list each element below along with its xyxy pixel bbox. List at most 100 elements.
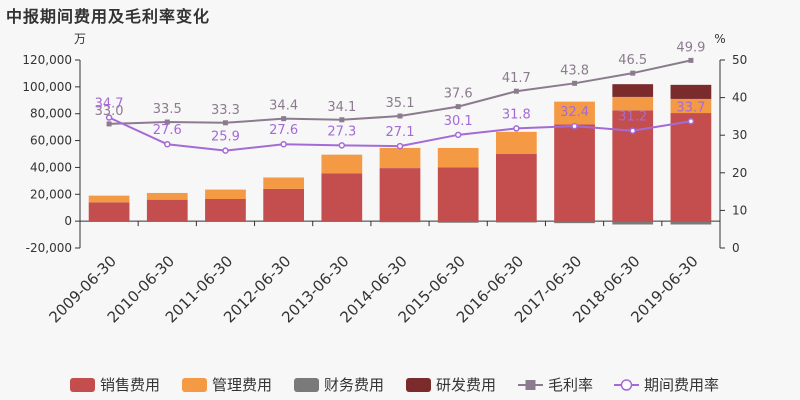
y-left-tick-label: 100,000 xyxy=(22,80,72,94)
bar-管理费用 xyxy=(263,177,304,189)
legend-marker-毛利率 xyxy=(525,380,536,390)
legend-label-毛利率: 毛利率 xyxy=(548,376,593,394)
y-right-tick-label: 30 xyxy=(732,128,747,142)
y-right-tick-label: 10 xyxy=(732,203,747,217)
y-right-tick-label: 0 xyxy=(732,241,740,255)
bar-销售费用 xyxy=(88,202,130,222)
y-left-tick-label: 40,000 xyxy=(30,160,72,174)
data-label-期间费用率: 27.6 xyxy=(269,123,298,138)
point-期间费用率 xyxy=(164,140,171,148)
bar-财务费用 xyxy=(612,221,654,225)
point-毛利率 xyxy=(455,104,461,110)
point-毛利率 xyxy=(572,80,578,86)
point-毛利率 xyxy=(630,70,636,76)
y-right-tick-label: 20 xyxy=(732,166,747,180)
legend-label-财务费用: 财务费用 xyxy=(324,376,384,394)
chart-title: 中报期间费用及毛利率变化 xyxy=(6,7,211,26)
bar-财务费用 xyxy=(146,221,188,222)
bar-销售费用 xyxy=(496,154,537,222)
bar-财务费用 xyxy=(88,221,130,222)
data-label-毛利率: 46.5 xyxy=(618,53,647,68)
data-label-期间费用率: 31.2 xyxy=(618,110,647,125)
point-毛利率 xyxy=(106,121,112,127)
data-label-毛利率: 33.5 xyxy=(153,102,182,117)
data-label-期间费用率: 34.7 xyxy=(95,97,124,112)
legend-swatch-销售费用 xyxy=(70,378,95,392)
legend-label-管理费用: 管理费用 xyxy=(212,376,272,394)
data-label-期间费用率: 32.4 xyxy=(560,105,589,120)
data-label-毛利率: 34.1 xyxy=(327,100,356,115)
bar-销售费用 xyxy=(263,188,304,222)
bar-销售费用 xyxy=(379,168,421,222)
data-label-期间费用率: 27.6 xyxy=(153,123,182,138)
data-label-毛利率: 37.6 xyxy=(444,87,473,102)
bar-销售费用 xyxy=(670,113,712,222)
bar-销售费用 xyxy=(612,110,654,222)
legend-label-期间费用率: 期间费用率 xyxy=(644,376,719,394)
bar-财务费用 xyxy=(554,221,595,224)
point-期间费用率 xyxy=(454,131,462,139)
bar-管理费用 xyxy=(146,192,188,200)
legend-marker-期间费用率 xyxy=(620,379,633,391)
point-期间费用率 xyxy=(571,122,578,130)
point-毛利率 xyxy=(281,116,287,122)
data-label-期间费用率: 30.1 xyxy=(444,114,473,129)
point-期间费用率 xyxy=(513,125,520,132)
data-label-期间费用率: 27.1 xyxy=(386,125,415,140)
bar-管理费用 xyxy=(612,96,654,111)
legend-label-销售费用: 销售费用 xyxy=(100,376,160,394)
data-label-毛利率: 33.0 xyxy=(95,104,124,119)
data-label-期间费用率: 27.3 xyxy=(327,124,356,139)
point-期间费用率 xyxy=(396,142,404,150)
bar-销售费用 xyxy=(321,173,363,222)
bar-财务费用 xyxy=(437,221,479,223)
legend-swatch-管理费用 xyxy=(182,378,207,392)
y-left-tick-label: 120,000 xyxy=(22,53,72,67)
data-label-毛利率: 35.1 xyxy=(386,96,415,111)
legend-label-研发费用: 研发费用 xyxy=(436,376,496,394)
bar-财务费用 xyxy=(379,221,421,223)
point-期间费用率 xyxy=(105,114,113,121)
y-right-tick-label: 50 xyxy=(732,53,747,67)
bar-管理费用 xyxy=(88,195,130,203)
y-right-unit: % xyxy=(714,32,725,46)
y-left-tick-label: 20,000 xyxy=(30,187,72,201)
y-left-tick-label: 60,000 xyxy=(30,134,72,148)
point-毛利率 xyxy=(513,88,519,94)
data-label-期间费用率: 25.9 xyxy=(211,130,240,145)
bar-管理费用 xyxy=(670,98,712,114)
bar-管理费用 xyxy=(205,189,246,199)
y-left-tick-label: 0 xyxy=(64,214,72,228)
data-label-毛利率: 33.3 xyxy=(211,103,240,118)
y-right-tick-label: 40 xyxy=(732,91,747,105)
point-期间费用率 xyxy=(629,127,636,134)
bar-管理费用 xyxy=(321,154,363,174)
bar-销售费用 xyxy=(554,124,595,222)
bar-管理费用 xyxy=(379,147,421,169)
bar-销售费用 xyxy=(437,167,479,222)
point-毛利率 xyxy=(397,113,403,119)
point-毛利率 xyxy=(339,117,345,123)
data-label-毛利率: 41.7 xyxy=(502,71,531,86)
bar-财务费用 xyxy=(496,221,537,223)
point-毛利率 xyxy=(222,120,228,126)
bar-财务费用 xyxy=(263,221,304,222)
legend-swatch-研发费用 xyxy=(406,378,431,392)
bar-销售费用 xyxy=(205,198,246,222)
y-left-tick-label: 80,000 xyxy=(30,107,72,121)
point-期间费用率 xyxy=(222,147,229,154)
data-label-期间费用率: 33.7 xyxy=(676,100,705,115)
y-left-unit: 万 xyxy=(74,32,86,46)
data-label-毛利率: 49.9 xyxy=(676,40,705,55)
bar-销售费用 xyxy=(146,199,188,222)
bar-财务费用 xyxy=(205,221,246,222)
y-left-tick-label: -20,000 xyxy=(26,241,72,255)
legend-swatch-财务费用 xyxy=(294,378,319,392)
point-毛利率 xyxy=(164,119,170,125)
data-label-毛利率: 34.4 xyxy=(269,99,298,114)
bar-管理费用 xyxy=(437,147,479,168)
bar-财务费用 xyxy=(321,221,363,222)
bar-财务费用 xyxy=(670,221,712,225)
